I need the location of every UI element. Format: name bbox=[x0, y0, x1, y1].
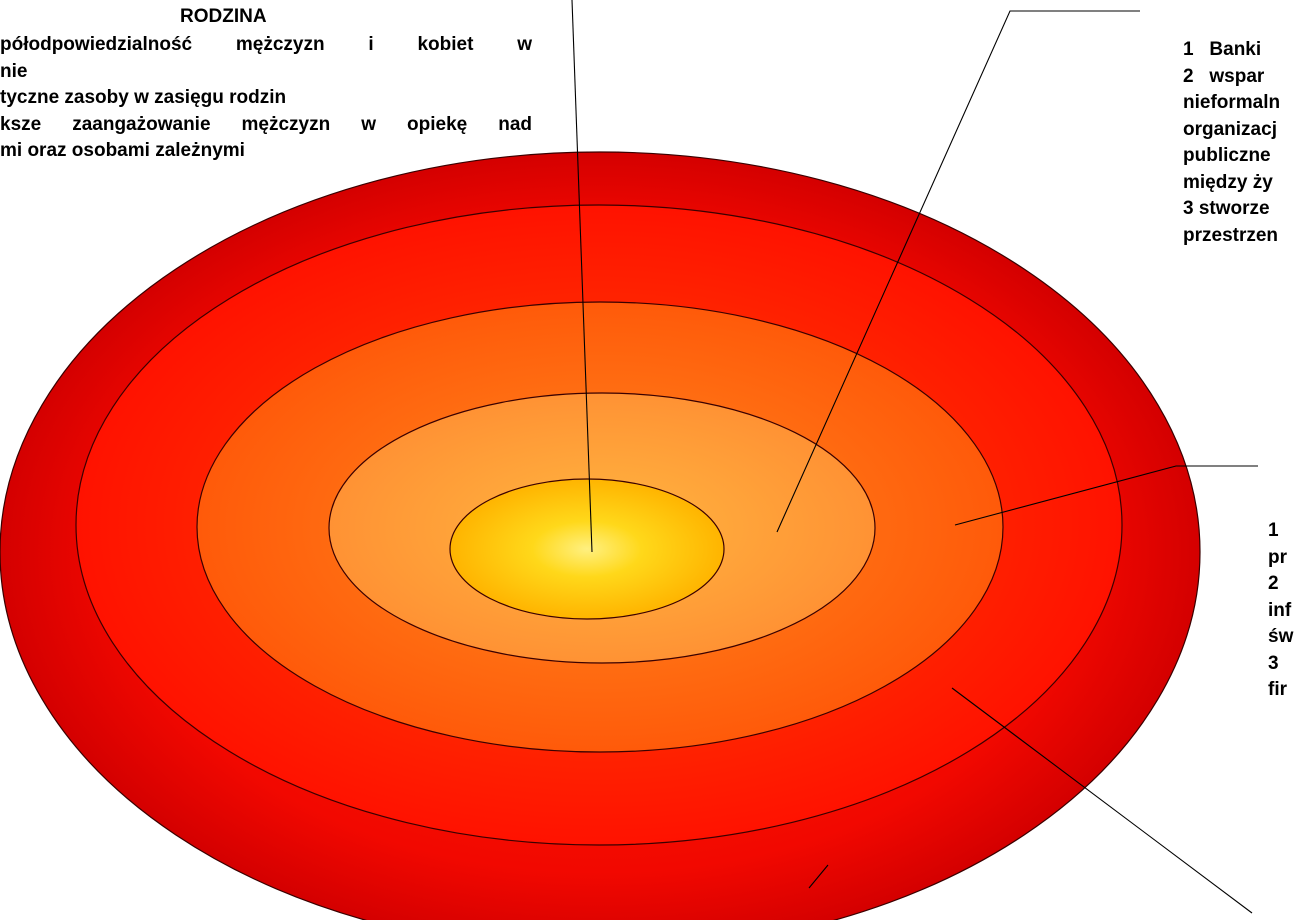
leader-line-bottom bbox=[808, 864, 829, 889]
leader-line-mid-right bbox=[954, 465, 1258, 526]
top-right-line-2: 2 wspar bbox=[1183, 65, 1265, 87]
top-right-line-7: 3 stworze bbox=[1183, 198, 1270, 219]
top-right-line-8: przestrzen bbox=[1183, 224, 1279, 246]
family-line-4: ksze zaangażowanie mężczyzn w opiekę nad bbox=[0, 113, 532, 135]
family-description: półodpowiedzialność mężczyzn i kobiet w … bbox=[0, 32, 532, 165]
leader-line-family bbox=[571, 0, 593, 553]
ellipse-core bbox=[449, 478, 725, 620]
top-right-description: 1 Banki 2 wspar nieformaln organizacj pu… bbox=[1183, 37, 1296, 249]
top-right-line-6: między ży bbox=[1183, 171, 1273, 193]
top-right-line-3: nieformaln bbox=[1183, 92, 1281, 113]
mid-right-line-2: pr bbox=[1268, 546, 1287, 568]
family-line-5: mi oraz osobami zależnymi bbox=[0, 140, 245, 161]
mid-right-line-3: 2 bbox=[1268, 573, 1279, 594]
family-line-1: półodpowiedzialność mężczyzn i kobiet w bbox=[0, 34, 532, 55]
mid-right-line-6: 3 bbox=[1268, 652, 1279, 674]
top-right-line-1: 1 Banki bbox=[1183, 39, 1262, 60]
leader-line-top-right bbox=[776, 10, 1140, 533]
family-line-2: nie bbox=[0, 60, 28, 82]
top-right-line-5: publiczne bbox=[1183, 145, 1271, 166]
mid-right-line-7: fir bbox=[1268, 679, 1287, 700]
mid-right-line-5: św bbox=[1268, 626, 1294, 647]
family-line-3: tyczne zasoby w zasięgu rodzin bbox=[0, 87, 287, 108]
mid-right-line-1: 1 bbox=[1268, 520, 1279, 541]
top-right-line-4: organizacj bbox=[1183, 118, 1277, 140]
mid-right-description: 1 pr 2 inf św 3 fir bbox=[1268, 518, 1296, 704]
leader-line-bottom-right bbox=[951, 687, 1253, 914]
leader-lines bbox=[571, 0, 1258, 914]
family-title: RODZINA bbox=[180, 6, 267, 27]
mid-right-line-4: inf bbox=[1268, 599, 1292, 621]
